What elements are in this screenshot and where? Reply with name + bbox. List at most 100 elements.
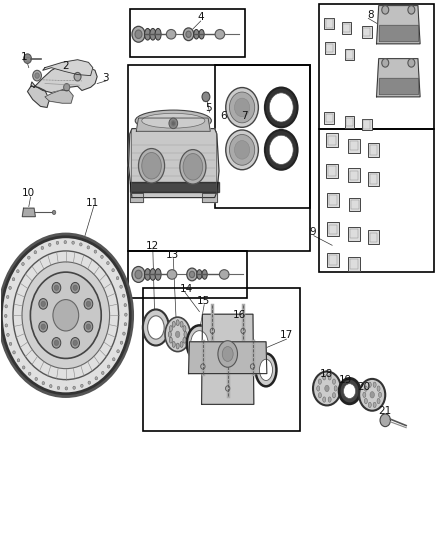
Circle shape bbox=[39, 321, 48, 332]
Bar bbox=[368, 143, 379, 157]
Circle shape bbox=[86, 301, 91, 306]
Ellipse shape bbox=[183, 326, 186, 332]
Bar bbox=[350, 259, 358, 269]
Bar bbox=[319, 4, 434, 128]
Polygon shape bbox=[201, 314, 254, 405]
Bar bbox=[319, 128, 434, 272]
Ellipse shape bbox=[176, 331, 180, 337]
Bar bbox=[351, 200, 359, 209]
Text: 14: 14 bbox=[180, 284, 193, 294]
Circle shape bbox=[35, 73, 39, 78]
Circle shape bbox=[95, 377, 98, 380]
Polygon shape bbox=[379, 25, 418, 41]
Circle shape bbox=[380, 414, 391, 426]
Circle shape bbox=[87, 246, 90, 249]
Circle shape bbox=[117, 350, 120, 353]
Circle shape bbox=[9, 342, 12, 345]
Circle shape bbox=[64, 84, 70, 91]
Circle shape bbox=[24, 54, 32, 63]
Text: 21: 21 bbox=[378, 406, 391, 416]
Bar bbox=[326, 44, 333, 52]
Circle shape bbox=[101, 255, 103, 259]
Bar bbox=[329, 196, 337, 205]
Circle shape bbox=[187, 268, 197, 281]
Bar bbox=[327, 253, 339, 267]
Circle shape bbox=[132, 26, 145, 42]
Ellipse shape bbox=[180, 321, 183, 327]
Bar bbox=[350, 141, 358, 150]
Ellipse shape bbox=[210, 328, 215, 334]
Ellipse shape bbox=[378, 392, 381, 398]
Ellipse shape bbox=[364, 386, 367, 391]
Ellipse shape bbox=[323, 397, 326, 402]
Text: 16: 16 bbox=[233, 310, 247, 320]
Ellipse shape bbox=[323, 375, 326, 380]
Ellipse shape bbox=[219, 270, 229, 279]
Ellipse shape bbox=[373, 402, 376, 408]
Ellipse shape bbox=[215, 29, 225, 39]
Circle shape bbox=[56, 241, 59, 245]
Ellipse shape bbox=[373, 382, 376, 387]
Bar bbox=[325, 19, 332, 28]
Ellipse shape bbox=[334, 386, 337, 391]
Bar bbox=[324, 112, 334, 124]
Circle shape bbox=[107, 365, 110, 368]
Ellipse shape bbox=[187, 325, 212, 361]
Circle shape bbox=[57, 386, 60, 390]
Ellipse shape bbox=[180, 342, 183, 348]
Polygon shape bbox=[379, 78, 418, 94]
Bar bbox=[342, 22, 351, 34]
Ellipse shape bbox=[184, 332, 187, 337]
Bar bbox=[368, 230, 379, 244]
Circle shape bbox=[71, 337, 80, 348]
Text: 10: 10 bbox=[22, 188, 35, 198]
Ellipse shape bbox=[172, 342, 175, 348]
Ellipse shape bbox=[150, 269, 156, 280]
Circle shape bbox=[49, 243, 51, 246]
Bar bbox=[345, 49, 354, 60]
Ellipse shape bbox=[364, 398, 367, 403]
Ellipse shape bbox=[265, 87, 297, 127]
Ellipse shape bbox=[363, 392, 366, 398]
Ellipse shape bbox=[155, 269, 161, 280]
Circle shape bbox=[28, 372, 31, 375]
Circle shape bbox=[382, 6, 389, 14]
Ellipse shape bbox=[377, 386, 380, 391]
Circle shape bbox=[65, 387, 67, 390]
Ellipse shape bbox=[183, 337, 186, 343]
Circle shape bbox=[41, 301, 46, 306]
Circle shape bbox=[71, 282, 80, 293]
Ellipse shape bbox=[359, 379, 385, 411]
Ellipse shape bbox=[176, 343, 179, 349]
Ellipse shape bbox=[318, 393, 321, 398]
Bar bbox=[370, 232, 378, 242]
Circle shape bbox=[6, 295, 9, 298]
Bar bbox=[348, 257, 360, 271]
Circle shape bbox=[113, 358, 115, 361]
Ellipse shape bbox=[230, 92, 254, 123]
Circle shape bbox=[106, 262, 109, 265]
Ellipse shape bbox=[269, 93, 293, 122]
Circle shape bbox=[73, 340, 78, 345]
Ellipse shape bbox=[339, 378, 360, 404]
Circle shape bbox=[135, 30, 142, 38]
Circle shape bbox=[7, 333, 9, 336]
Bar bbox=[370, 174, 378, 184]
Circle shape bbox=[1, 237, 130, 394]
Circle shape bbox=[132, 266, 145, 282]
Circle shape bbox=[171, 120, 176, 126]
Text: 8: 8 bbox=[367, 10, 374, 20]
Ellipse shape bbox=[332, 393, 336, 398]
Bar bbox=[130, 10, 245, 57]
Circle shape bbox=[17, 359, 20, 362]
Ellipse shape bbox=[150, 28, 156, 40]
Bar bbox=[368, 172, 379, 186]
Circle shape bbox=[84, 321, 93, 332]
Bar bbox=[346, 50, 353, 59]
Circle shape bbox=[81, 384, 83, 387]
Bar bbox=[350, 229, 358, 238]
Circle shape bbox=[124, 322, 127, 326]
Circle shape bbox=[5, 324, 7, 327]
Bar bbox=[329, 224, 337, 234]
Polygon shape bbox=[45, 91, 73, 103]
